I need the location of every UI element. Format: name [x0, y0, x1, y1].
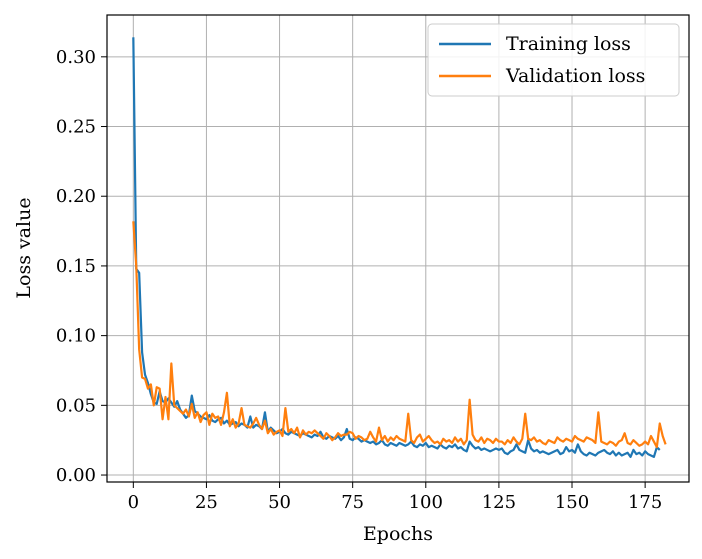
- y-tick-label: 0.30: [56, 47, 96, 68]
- legend-box: [427, 23, 680, 97]
- legend-label-training-loss: Training loss: [506, 33, 631, 55]
- y-tick-label: 0.10: [56, 326, 96, 347]
- x-tick-label: 150: [555, 492, 589, 513]
- x-tick-label: 25: [195, 492, 218, 513]
- legend-label-validation-loss: Validation loss: [505, 65, 645, 87]
- x-tick-label: 50: [268, 492, 291, 513]
- y-tick-label: 0.05: [56, 395, 96, 416]
- series-line-validation-loss: [132, 221, 667, 449]
- series-line-training-loss: [132, 37, 661, 459]
- plot-frame: [106, 14, 690, 483]
- x-tick-label: 175: [628, 492, 662, 513]
- y-tick-label: 0.20: [56, 186, 96, 207]
- x-tick-label: 0: [128, 492, 139, 513]
- series-lines: [132, 37, 667, 459]
- axis-ticks: 0 25 50 75 100 125 150 175 0.00 0.05 0.10 0.15 0.20 0…: [56, 47, 662, 513]
- y-tick-label: 0.25: [56, 117, 96, 138]
- y-tick-label: 0.00: [56, 465, 96, 486]
- x-tick-label: 125: [482, 492, 516, 513]
- y-axis-label: Loss value: [13, 197, 35, 298]
- x-tick-label: 100: [409, 492, 443, 513]
- legend: Training loss Validation loss: [427, 23, 680, 97]
- y-tick-label: 0.15: [56, 256, 96, 277]
- x-axis-label: Epochs: [363, 523, 433, 545]
- x-tick-label: 75: [341, 492, 364, 513]
